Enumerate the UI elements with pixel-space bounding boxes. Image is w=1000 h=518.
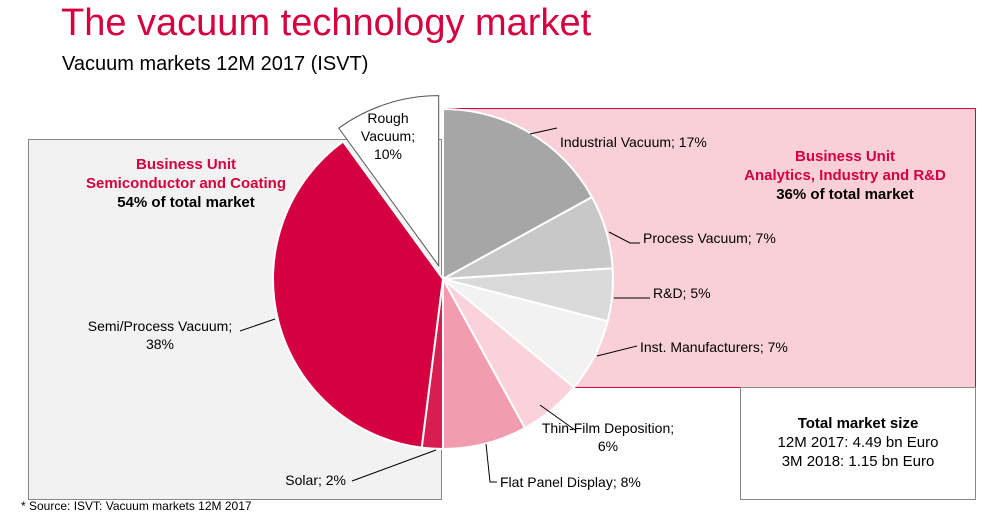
- bu-left-line2: Semiconductor and Coating: [85, 175, 286, 192]
- total-heading: Total market size: [797, 415, 919, 432]
- slice-label-rough-vacuum: Rough Vacuum; 10%: [361, 110, 415, 162]
- slice-label-industrial-vacuum: Industrial Vacuum; 17%: [560, 134, 707, 150]
- slice-label-process-vacuum: Process Vacuum; 7%: [643, 230, 776, 246]
- leader-line-process-vacuum: [608, 231, 640, 244]
- total-market-size: Total market size 12M 2017: 4.49 bn Euro…: [740, 414, 976, 471]
- pie-slice-industrial-vacuum: [442, 107, 594, 281]
- leader-line-thin-film-deposition: [539, 404, 576, 431]
- semiconductor-unit-label: Business Unit Semiconductor and Coating …: [66, 155, 306, 212]
- pie-slice-semi-process-vacuum: [272, 140, 445, 449]
- source-footnote: * Source: ISVT: Vacuum markets 12M 2017: [21, 499, 252, 513]
- bu-left-line1: Business Unit: [135, 156, 237, 173]
- slice-label-inst-manufacturers: Inst. Manufacturers; 7%: [640, 339, 788, 355]
- analytics-unit-label: Business Unit Analytics, Industry and R&…: [722, 147, 968, 204]
- leader-line-flat-panel-display: [485, 443, 497, 483]
- leader-line-solar: [351, 449, 437, 482]
- slice-label-semi-process-vacuum: Semi/Process Vacuum; 38%: [88, 318, 232, 352]
- leader-line-semi-process-vacuum: [239, 318, 276, 332]
- pie-slice-rough-vacuum: [338, 95, 440, 268]
- total-line-2017: 12M 2017: 4.49 bn Euro: [777, 434, 939, 451]
- bu-right-line2: Analytics, Industry and R&D: [744, 167, 946, 184]
- bu-right-share: 36% of total market: [776, 186, 914, 203]
- slice-label-solar: Solar; 2%: [285, 472, 346, 488]
- bu-left-share: 54% of total market: [117, 194, 255, 211]
- slice-label-r-d: R&D; 5%: [653, 285, 711, 301]
- total-line-2018: 3M 2018: 1.15 bn Euro: [781, 453, 935, 470]
- page-title: The vacuum technology market: [61, 2, 592, 44]
- slice-label-flat-panel-display: Flat Panel Display; 8%: [500, 474, 641, 490]
- bu-right-line1: Business Unit: [794, 148, 896, 165]
- page-subtitle: Vacuum markets 12M 2017 (ISVT): [62, 53, 369, 75]
- total-market-box: [740, 387, 976, 500]
- slice-label-thin-film-deposition: Thin-Film Deposition; 6%: [542, 420, 674, 454]
- leader-line-inst-manufacturers: [596, 345, 638, 357]
- leader-line-industrial-vacuum: [529, 127, 558, 135]
